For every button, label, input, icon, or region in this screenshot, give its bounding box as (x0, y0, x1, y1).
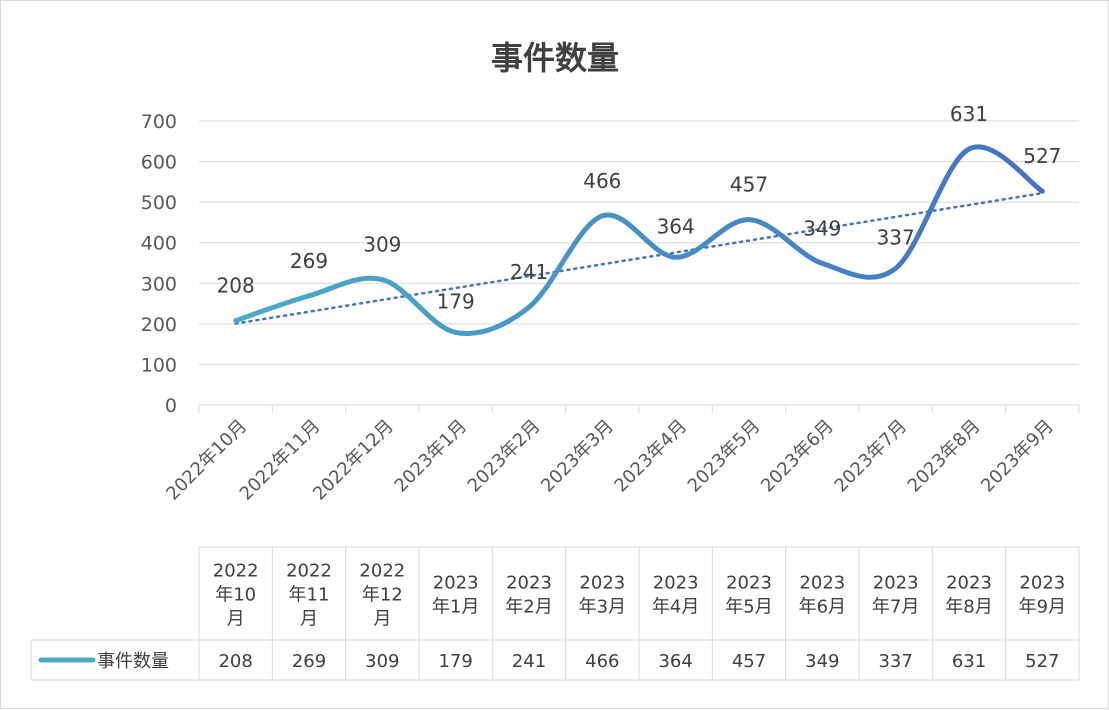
table-value-cell: 349 (805, 651, 839, 672)
plot-area (233, 144, 1045, 336)
table-header-cell: 月 (300, 609, 318, 630)
x-axis: 2022年10月2022年11月2022年12月2023年1月2023年2月20… (162, 405, 1080, 505)
table-header-cell: 年2月 (505, 597, 552, 618)
legend-series-name: 事件数量 (97, 651, 169, 672)
table-header-cell: 2022 (286, 561, 332, 582)
data-label: 349 (803, 216, 841, 240)
table-value-cell: 457 (732, 651, 766, 672)
y-tick-label: 100 (141, 354, 177, 376)
table-header-cell: 年12 (362, 585, 403, 606)
table-value-cell: 309 (365, 651, 399, 672)
table-header-cell: 年8月 (945, 597, 992, 618)
x-tick-label: 2023年4月 (610, 416, 691, 497)
table-header-cell: 年5月 (725, 597, 772, 618)
table-header-cell: 2023 (726, 573, 772, 594)
data-label: 457 (730, 173, 768, 197)
x-tick-label: 2023年3月 (537, 416, 618, 497)
y-tick-label: 500 (141, 192, 177, 214)
series-line (233, 144, 1045, 336)
data-label: 269 (290, 249, 328, 273)
x-tick-label: 2023年6月 (757, 416, 838, 497)
data-label: 527 (1023, 144, 1061, 168)
data-label: 241 (510, 260, 548, 284)
table-header-cell: 月 (227, 609, 245, 630)
y-tick-label: 0 (165, 395, 177, 417)
table-header-cell: 2023 (1019, 573, 1065, 594)
table-header-cell: 2023 (506, 573, 552, 594)
data-label: 337 (877, 225, 915, 249)
table-value-cell: 208 (218, 651, 252, 672)
y-tick-label: 400 (141, 233, 177, 255)
table-header-cell: 年11 (289, 585, 330, 606)
chart-title: 事件数量 (491, 39, 619, 77)
y-tick-label: 700 (141, 111, 177, 133)
data-table: 2022 年10 月 2022 年11 月 2022 年12 月 2023 年1月 2023 年2月 20… (30, 546, 1080, 681)
table-header-cell: 月 (373, 609, 391, 630)
table-value-cell: 364 (658, 651, 692, 672)
data-label: 466 (583, 169, 621, 193)
table-header-cell: 年3月 (579, 597, 626, 618)
y-tick-label: 200 (141, 314, 177, 336)
table-header-cell: 2023 (799, 573, 845, 594)
table-value-cell: 179 (438, 651, 472, 672)
data-label: 309 (363, 233, 401, 257)
data-label: 364 (657, 214, 695, 238)
table-header-cell: 2022 (359, 561, 405, 582)
table-header-cell: 2022 (213, 561, 259, 582)
table-value-cell: 527 (1025, 651, 1059, 672)
data-label: 631 (950, 102, 988, 126)
x-tick-label: 2023年5月 (684, 416, 765, 497)
table-value-cell: 466 (585, 651, 619, 672)
table-header-cell: 2023 (653, 573, 699, 594)
gridlines (199, 120, 1079, 406)
data-label: 179 (437, 289, 475, 313)
table-value-cell: 269 (292, 651, 326, 672)
x-tick-label: 2023年7月 (830, 416, 911, 497)
table-header-cell: 2023 (433, 573, 479, 594)
table-header-cell: 年1月 (432, 597, 479, 618)
table-header-cell: 年6月 (799, 597, 846, 618)
x-tick-label: 2023年2月 (464, 416, 545, 497)
table-header-cell: 年4月 (652, 597, 699, 618)
table-header-cell: 2023 (579, 573, 625, 594)
y-tick-label: 300 (141, 273, 177, 295)
x-tick-label: 2023年1月 (390, 416, 471, 497)
table-header-cell: 2023 (946, 573, 992, 594)
y-tick-label: 600 (141, 152, 177, 174)
table-header-cell: 年9月 (1019, 597, 1066, 618)
x-tick-label: 2023年9月 (977, 416, 1058, 497)
table-header-cell: 年10 (215, 585, 256, 606)
table-header-cell: 2023 (873, 573, 919, 594)
table-value-cell: 241 (512, 651, 546, 672)
x-tick-label: 2023年8月 (904, 416, 985, 497)
trendline (234, 191, 1044, 325)
data-labels: 208 269 309 179 241 466 364 457 349 337 631 527 (217, 102, 1062, 313)
table-value-cell: 337 (878, 651, 912, 672)
table-value-cell: 631 (952, 651, 986, 672)
y-axis: 0 100 200 300 400 500 600 700 (141, 111, 177, 417)
data-label: 208 (217, 274, 255, 298)
table-header-cell: 年7月 (872, 597, 919, 618)
